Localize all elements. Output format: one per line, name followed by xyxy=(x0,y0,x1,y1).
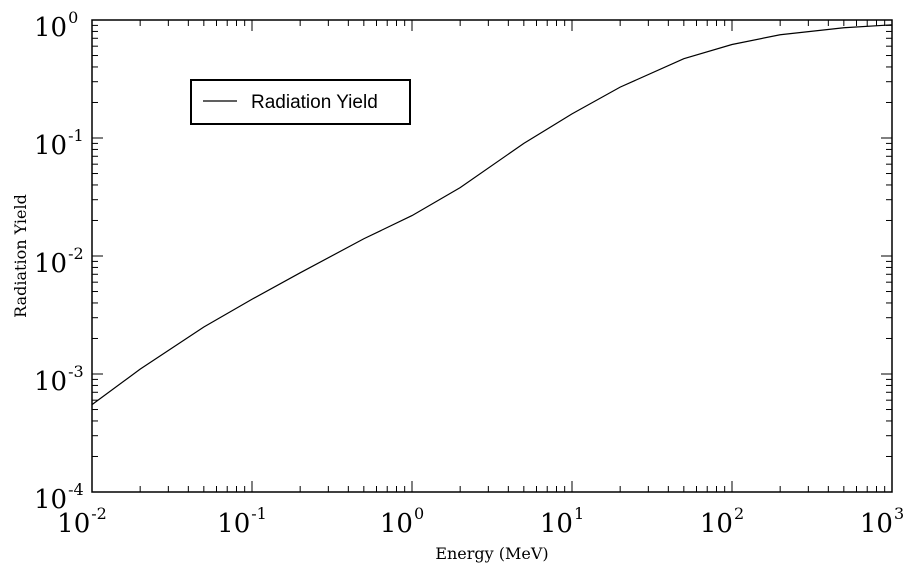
y-tick-label-base: 10 xyxy=(34,367,67,397)
x-tick-label-exponent: -2 xyxy=(91,504,107,523)
y-tick-label-exponent: 0 xyxy=(68,8,78,27)
x-tick-label-exponent: -1 xyxy=(251,504,267,523)
x-tick-label-exponent: 3 xyxy=(894,504,904,523)
y-tick-label: 10-1 xyxy=(34,126,84,161)
x-tick-label-base: 10 xyxy=(860,509,893,539)
legend: Radiation Yield xyxy=(190,79,411,125)
x-tick-label-base: 10 xyxy=(700,509,733,539)
y-tick-label: 100 xyxy=(34,8,78,43)
x-tick-label-base: 10 xyxy=(57,509,90,539)
x-tick-label-base: 10 xyxy=(217,509,250,539)
y-tick-label-exponent: -2 xyxy=(68,244,84,263)
x-axis-title: Energy (MeV) xyxy=(435,544,548,563)
x-tick-label: 102 xyxy=(700,504,744,539)
y-tick-label-base: 10 xyxy=(34,249,67,279)
y-tick-label: 10-2 xyxy=(34,244,84,279)
y-tick-label: 10-4 xyxy=(34,480,84,515)
y-tick-label-exponent: -4 xyxy=(68,480,84,499)
y-tick-label-base: 10 xyxy=(34,131,67,161)
x-tick-label: 10-1 xyxy=(217,504,267,539)
x-tick-label: 101 xyxy=(540,504,584,539)
x-tick-label: 103 xyxy=(860,504,904,539)
y-tick-label-exponent: -1 xyxy=(68,126,84,145)
series-line-radiation-yield xyxy=(91,24,893,406)
legend-box xyxy=(190,79,411,125)
axis-ticks xyxy=(91,19,893,493)
x-tick-label-base: 10 xyxy=(380,509,413,539)
x-tick-label: 10-2 xyxy=(57,504,107,539)
x-tick-label: 100 xyxy=(380,504,424,539)
y-tick-label-exponent: -3 xyxy=(68,362,84,381)
y-tick-label-base: 10 xyxy=(34,13,67,43)
x-tick-label-base: 10 xyxy=(540,509,573,539)
legend-label: Radiation Yield xyxy=(251,92,378,113)
x-tick-label-exponent: 1 xyxy=(574,504,584,523)
y-axis-title: Radiation Yield xyxy=(11,194,30,318)
y-tick-label-base: 10 xyxy=(34,485,67,515)
x-tick-label-exponent: 2 xyxy=(734,504,744,523)
x-tick-label-exponent: 0 xyxy=(414,504,424,523)
y-tick-label: 10-3 xyxy=(34,362,84,397)
